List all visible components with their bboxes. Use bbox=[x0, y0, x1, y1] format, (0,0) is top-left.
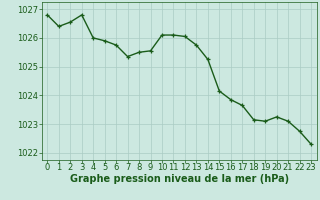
X-axis label: Graphe pression niveau de la mer (hPa): Graphe pression niveau de la mer (hPa) bbox=[70, 174, 289, 184]
